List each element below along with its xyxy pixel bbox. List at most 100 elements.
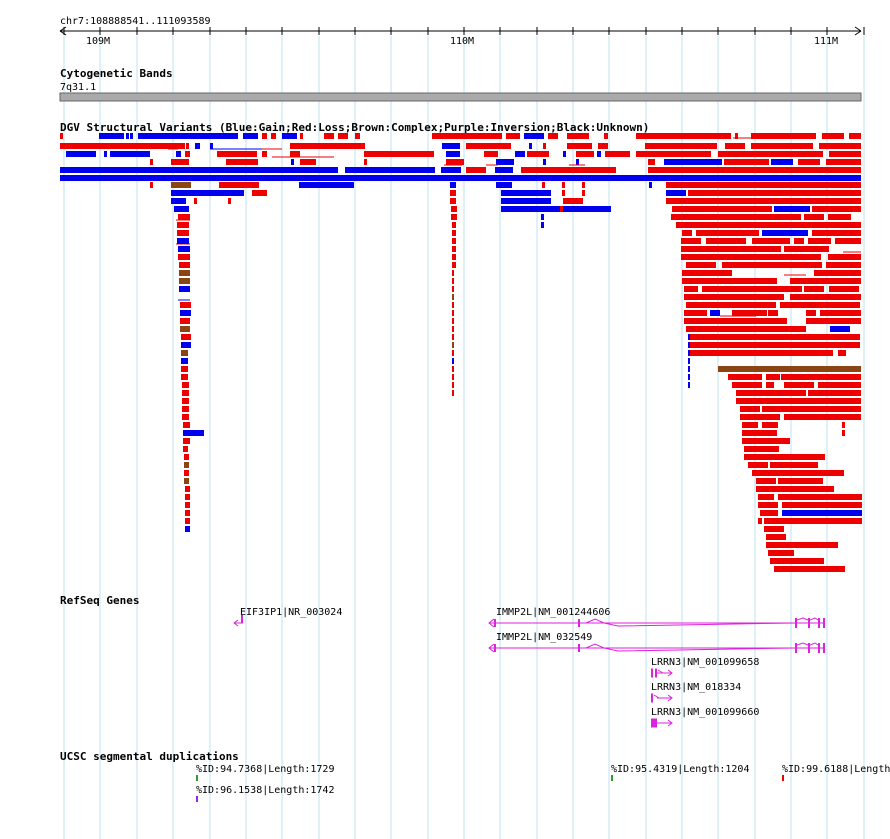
dgv-variant[interactable] xyxy=(702,286,802,292)
gene-exon[interactable] xyxy=(808,618,810,628)
dgv-variant[interactable] xyxy=(774,566,845,572)
dgv-variant[interactable] xyxy=(452,254,456,260)
dgv-variant[interactable] xyxy=(452,326,454,332)
dgv-variant[interactable] xyxy=(732,382,762,388)
dgv-variant[interactable] xyxy=(814,270,861,276)
dgv-variant[interactable] xyxy=(180,310,191,316)
dgv-variant[interactable] xyxy=(217,151,257,157)
dgv-variant[interactable] xyxy=(808,390,861,396)
dgv-variant[interactable] xyxy=(262,151,267,157)
dgv-variant[interactable] xyxy=(529,143,532,149)
gene-exon[interactable] xyxy=(823,643,825,653)
segdup-track[interactable]: UCSC segmental duplications %ID:94.7368|… xyxy=(60,750,890,802)
dgv-variant[interactable] xyxy=(182,382,189,388)
dgv-variant[interactable] xyxy=(684,318,787,324)
gene-splice-link[interactable] xyxy=(809,642,819,646)
dgv-variant[interactable] xyxy=(548,133,558,139)
gene-exon[interactable] xyxy=(823,618,825,628)
dgv-variant[interactable] xyxy=(171,198,186,204)
dgv-variant[interactable] xyxy=(150,182,153,188)
dgv-variant[interactable] xyxy=(563,151,566,157)
dgv-variant[interactable] xyxy=(826,159,861,165)
dgv-variant[interactable] xyxy=(666,182,861,188)
dgv-variant[interactable] xyxy=(252,190,267,196)
dgv-variant[interactable] xyxy=(543,159,546,165)
dgv-variant[interactable] xyxy=(562,190,565,196)
dgv-variant[interactable] xyxy=(185,510,190,516)
dgv-variant[interactable] xyxy=(648,159,655,165)
dgv-variant[interactable] xyxy=(567,143,592,149)
dgv-variant[interactable] xyxy=(138,133,238,139)
segdup-feature-2[interactable] xyxy=(196,796,198,802)
dgv-variant[interactable] xyxy=(686,326,806,332)
gene-strand-right-arrow-icon[interactable] xyxy=(667,694,673,702)
dgv-variant[interactable] xyxy=(766,534,786,540)
dgv-variant[interactable] xyxy=(771,159,793,165)
dgv-variant[interactable] xyxy=(762,230,808,236)
dgv-variant[interactable] xyxy=(262,133,267,139)
dgv-variant[interactable] xyxy=(724,159,769,165)
gene-exon[interactable] xyxy=(795,643,797,653)
dgv-variant[interactable] xyxy=(60,143,185,149)
dgv-variant[interactable] xyxy=(781,374,861,380)
dgv-variant[interactable] xyxy=(452,238,456,244)
dgv-variant[interactable] xyxy=(181,342,191,348)
dgv-variant[interactable] xyxy=(696,230,759,236)
dgv-variant[interactable] xyxy=(762,406,861,412)
refseq-gene-glyphs[interactable] xyxy=(233,615,825,728)
dgv-variant[interactable] xyxy=(812,230,861,236)
dgv-variant[interactable] xyxy=(742,438,790,444)
dgv-variant[interactable] xyxy=(181,358,188,364)
dgv-variant[interactable] xyxy=(171,159,189,165)
dgv-variant[interactable] xyxy=(562,182,565,188)
dgv-variant[interactable] xyxy=(740,414,780,420)
dgv-variant[interactable] xyxy=(185,486,190,492)
dgv-variant[interactable] xyxy=(666,190,686,196)
dgv-variant[interactable] xyxy=(185,151,190,157)
dgv-variant[interactable] xyxy=(725,143,745,149)
dgv-variant[interactable] xyxy=(688,342,860,348)
dgv-variant[interactable] xyxy=(806,310,816,316)
dgv-variant[interactable] xyxy=(752,238,790,244)
dgv-variant[interactable] xyxy=(182,414,189,420)
dgv-variant[interactable] xyxy=(756,478,776,484)
dgv-variant[interactable] xyxy=(99,133,124,139)
dgv-variant[interactable] xyxy=(676,222,861,228)
dgv-variant[interactable] xyxy=(782,510,862,516)
dgv-variant[interactable] xyxy=(515,151,525,157)
dgv-variant[interactable] xyxy=(766,374,780,380)
dgv-variant[interactable] xyxy=(210,143,213,149)
dgv-variant[interactable] xyxy=(183,422,190,428)
dgv-variant[interactable] xyxy=(185,518,190,524)
dgv-variant[interactable] xyxy=(758,518,762,524)
dgv-variant[interactable] xyxy=(756,486,834,492)
dgv-variant[interactable] xyxy=(181,374,188,380)
gene-exon[interactable] xyxy=(494,644,496,652)
dgv-variant[interactable] xyxy=(451,206,457,212)
dgv-variant[interactable] xyxy=(822,133,844,139)
dgv-variant[interactable] xyxy=(688,374,690,380)
dgv-variant[interactable] xyxy=(684,286,698,292)
dgv-variant[interactable] xyxy=(688,342,690,348)
dgv-variant[interactable] xyxy=(770,462,818,468)
dgv-track[interactable]: DGV Structural Variants (Blue:Gain;Red:L… xyxy=(60,121,862,572)
dgv-variant[interactable] xyxy=(452,382,454,388)
dgv-variant[interactable] xyxy=(484,151,498,157)
dgv-variant[interactable] xyxy=(452,222,456,228)
dgv-variant[interactable] xyxy=(178,254,190,260)
dgv-variant[interactable] xyxy=(598,143,608,149)
dgv-variant[interactable] xyxy=(798,159,820,165)
dgv-variant[interactable] xyxy=(501,190,551,196)
dgv-variant[interactable] xyxy=(185,494,190,500)
dgv-variant[interactable] xyxy=(355,133,360,139)
dgv-variant[interactable] xyxy=(688,190,861,196)
dgv-variant[interactable] xyxy=(742,430,777,436)
dgv-variant[interactable] xyxy=(183,430,204,436)
dgv-variant[interactable] xyxy=(790,294,861,300)
dgv-variant[interactable] xyxy=(688,334,690,340)
dgv-variant[interactable] xyxy=(748,462,768,468)
dgv-variant[interactable] xyxy=(452,358,454,364)
dgv-variant[interactable] xyxy=(681,246,781,252)
dgv-variant[interactable] xyxy=(766,542,838,548)
dgv-variant[interactable] xyxy=(195,143,200,149)
